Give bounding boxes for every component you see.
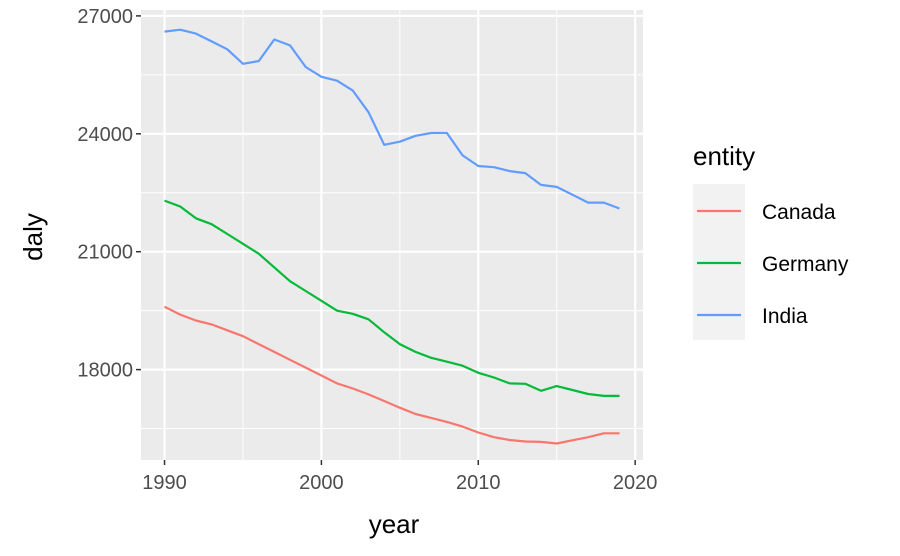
y-axis: 18000 21000 24000 27000 — [77, 6, 141, 382]
plot-panel — [141, 10, 643, 460]
y-tick-label: 24000 — [77, 124, 133, 146]
x-axis: 1990 2000 2010 2020 — [142, 460, 657, 494]
x-tick-label: 1990 — [142, 472, 187, 494]
major-gridlines — [141, 10, 643, 460]
x-tick-label: 2010 — [456, 472, 501, 494]
y-tick-label: 27000 — [77, 6, 133, 28]
y-tick-label: 18000 — [77, 360, 133, 382]
y-axis-title: daly — [18, 213, 48, 261]
legend-title: entity — [693, 141, 755, 171]
series-line-germany — [164, 199, 620, 397]
y-tick-label: 21000 — [77, 242, 133, 264]
x-axis-title: year — [369, 509, 420, 539]
x-tick-label: 2000 — [299, 472, 344, 494]
legend-label-india: India — [762, 305, 808, 328]
legend: entity Canada Germany India — [693, 141, 849, 340]
series-line-canada — [164, 305, 620, 445]
minor-gridlines — [141, 10, 643, 460]
x-tick-label: 2020 — [613, 472, 658, 494]
series-lines — [164, 28, 620, 445]
legend-label-canada: Canada — [762, 201, 836, 224]
series-line-india — [164, 28, 620, 210]
legend-label-germany: Germany — [762, 253, 849, 276]
